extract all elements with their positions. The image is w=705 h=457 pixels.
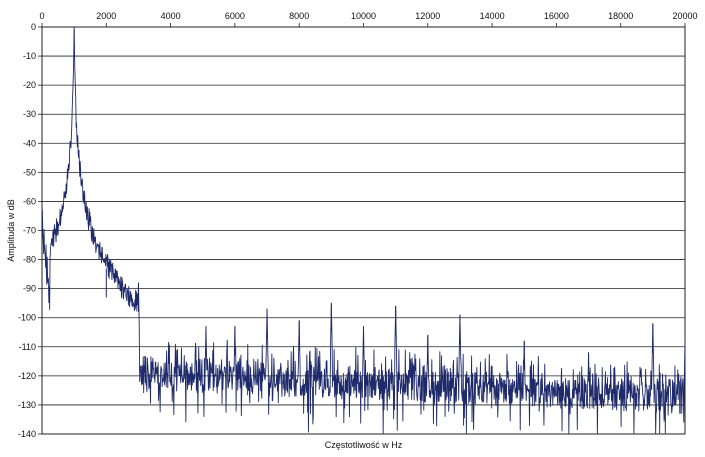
y-tick-label: -90 bbox=[23, 284, 36, 294]
y-tick-label: -50 bbox=[23, 167, 36, 177]
x-tick-labels: 0 2000 4000 6000 8000 10000 12000 14000 16000 180… bbox=[39, 11, 697, 21]
x-tick-label: 4000 bbox=[161, 11, 181, 21]
x-tick-label: 14000 bbox=[480, 11, 505, 21]
series-layer bbox=[41, 27, 686, 435]
y-tick-label: -20 bbox=[23, 80, 36, 90]
y-tick-label: -60 bbox=[23, 196, 36, 206]
y-tick-label: 0 bbox=[31, 22, 36, 32]
y-tick-label: -130 bbox=[18, 400, 36, 410]
axes bbox=[38, 23, 686, 435]
x-tick-label: 18000 bbox=[608, 11, 633, 21]
x-tick-label: 6000 bbox=[225, 11, 245, 21]
y-tick-label: -110 bbox=[19, 342, 36, 352]
x-axis-label: Częstotliwość w Hz bbox=[325, 440, 403, 450]
y-tick-label: -70 bbox=[23, 226, 36, 236]
x-tick-label: 20000 bbox=[672, 11, 697, 21]
y-axis-label: Amplituda w dB bbox=[6, 199, 16, 262]
x-tick-label: 10000 bbox=[351, 11, 376, 21]
y-tick-label: -10 bbox=[23, 51, 36, 61]
x-tick-label: 12000 bbox=[415, 11, 440, 21]
y-tick-label: -140 bbox=[18, 429, 36, 439]
y-tick-label: -80 bbox=[23, 255, 36, 265]
y-tick-label: -120 bbox=[18, 371, 36, 381]
x-tick-label: 0 bbox=[39, 11, 44, 21]
y-tick-label: -40 bbox=[23, 138, 36, 148]
y-tick-label: -30 bbox=[23, 109, 36, 119]
x-tick-label: 8000 bbox=[289, 11, 309, 21]
x-tick-label: 2000 bbox=[96, 11, 116, 21]
x-tick-label: 16000 bbox=[544, 11, 569, 21]
y-tick-label: -100 bbox=[18, 313, 36, 323]
y-tick-labels: 0 -10 -20 -30 -40 -50 -60 -70 -80 -90 -100 -110 -120… bbox=[18, 22, 36, 439]
